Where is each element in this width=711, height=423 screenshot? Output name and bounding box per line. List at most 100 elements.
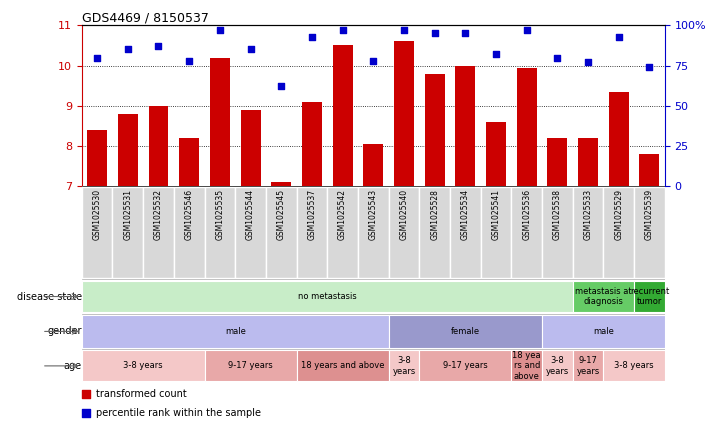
Bar [296, 187, 327, 278]
Point [552, 54, 563, 61]
Text: 3-8 years: 3-8 years [123, 361, 163, 371]
Bar [333, 46, 353, 186]
Bar [634, 187, 665, 278]
Bar [604, 350, 665, 382]
Bar [604, 187, 634, 278]
Text: GSM1025540: GSM1025540 [400, 189, 408, 240]
Text: GSM1025532: GSM1025532 [154, 189, 163, 240]
Bar [118, 114, 138, 186]
Point [122, 46, 134, 53]
Text: GSM1025533: GSM1025533 [584, 189, 592, 240]
Bar [389, 315, 542, 348]
Text: male: male [593, 327, 614, 336]
Bar [542, 187, 573, 278]
Text: transformed count: transformed count [97, 389, 187, 399]
Bar [179, 138, 199, 186]
Bar [573, 280, 634, 313]
Bar [205, 187, 235, 278]
Point [521, 27, 533, 33]
Point [429, 30, 440, 37]
Text: GSM1025539: GSM1025539 [645, 189, 654, 240]
Bar [419, 350, 511, 382]
Bar [609, 92, 629, 186]
Bar [149, 106, 169, 186]
Bar [272, 182, 292, 186]
Bar [573, 187, 604, 278]
Point [337, 27, 348, 33]
Text: GSM1025544: GSM1025544 [246, 189, 255, 240]
Point [92, 54, 103, 61]
Bar [542, 315, 665, 348]
Bar [424, 74, 444, 186]
Text: male: male [225, 327, 245, 336]
Bar [205, 350, 296, 382]
Text: no metastasis: no metastasis [298, 292, 357, 301]
Text: 18 yea
rs and
above: 18 yea rs and above [513, 351, 541, 381]
Bar [486, 122, 506, 186]
Bar [511, 350, 542, 382]
Point [398, 27, 410, 33]
Text: percentile rank within the sample: percentile rank within the sample [97, 408, 262, 418]
Bar [210, 58, 230, 186]
Text: GSM1025535: GSM1025535 [215, 189, 225, 240]
Point [214, 27, 225, 33]
Bar [302, 102, 322, 186]
Bar [517, 68, 537, 186]
Text: GSM1025534: GSM1025534 [461, 189, 470, 240]
Point [491, 51, 502, 58]
Bar [389, 350, 419, 382]
Point [643, 64, 655, 71]
Point [582, 59, 594, 66]
Bar [481, 187, 511, 278]
Text: recurrent
tumor: recurrent tumor [630, 287, 669, 306]
Bar [542, 350, 573, 382]
Point [153, 43, 164, 49]
Bar [296, 350, 389, 382]
Bar [639, 154, 659, 186]
Text: age: age [64, 361, 82, 371]
Text: disease state: disease state [16, 291, 82, 302]
Text: female: female [451, 327, 480, 336]
Point [613, 33, 624, 40]
Text: GDS4469 / 8150537: GDS4469 / 8150537 [82, 11, 208, 24]
Text: GSM1025528: GSM1025528 [430, 189, 439, 240]
Point [276, 83, 287, 90]
Bar [389, 187, 419, 278]
Text: metastasis at
diagnosis: metastasis at diagnosis [575, 287, 632, 306]
Bar [266, 187, 296, 278]
Text: 9-17 years: 9-17 years [443, 361, 488, 371]
Text: GSM1025536: GSM1025536 [522, 189, 531, 240]
Text: 18 years and above: 18 years and above [301, 361, 385, 371]
Bar [358, 187, 389, 278]
Text: GSM1025537: GSM1025537 [307, 189, 316, 240]
Bar [363, 144, 383, 186]
Bar [82, 280, 573, 313]
Point [245, 46, 256, 53]
Bar [634, 280, 665, 313]
Bar [455, 66, 476, 186]
Bar [82, 315, 389, 348]
Bar [419, 187, 450, 278]
Point [368, 58, 379, 64]
Bar [87, 130, 107, 186]
Bar [82, 350, 205, 382]
Text: 9-17
years: 9-17 years [577, 356, 599, 376]
Text: gender: gender [47, 327, 82, 336]
Text: GSM1025542: GSM1025542 [338, 189, 347, 240]
Bar [573, 350, 604, 382]
Bar [143, 187, 173, 278]
Point [306, 33, 318, 40]
Bar [547, 138, 567, 186]
Point [183, 58, 195, 64]
Text: GSM1025531: GSM1025531 [123, 189, 132, 240]
Text: GSM1025530: GSM1025530 [92, 189, 102, 240]
Text: GSM1025538: GSM1025538 [553, 189, 562, 240]
Text: GSM1025546: GSM1025546 [185, 189, 193, 240]
Text: 3-8
years: 3-8 years [392, 356, 416, 376]
Bar [394, 41, 414, 186]
Text: GSM1025543: GSM1025543 [369, 189, 378, 240]
Text: GSM1025541: GSM1025541 [491, 189, 501, 240]
Bar [240, 110, 260, 186]
Point [459, 30, 471, 37]
Bar [235, 187, 266, 278]
